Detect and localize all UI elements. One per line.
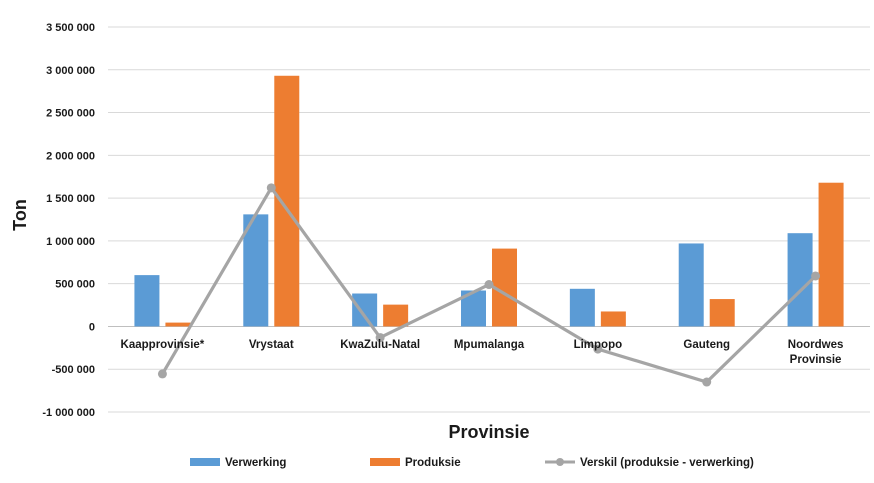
bar-produksie bbox=[383, 304, 409, 327]
bar-verwerking bbox=[678, 243, 704, 327]
y-tick-label: -1 000 000 bbox=[42, 407, 95, 419]
bar-produksie bbox=[818, 182, 844, 327]
y-tick-label: 0 bbox=[89, 321, 95, 333]
legend-swatch bbox=[190, 458, 220, 466]
y-tick-label: 2 500 000 bbox=[46, 108, 95, 120]
legend-swatch bbox=[370, 458, 400, 466]
bar-verwerking bbox=[352, 293, 378, 327]
gridlines bbox=[108, 26, 870, 413]
y-tick-label: 500 000 bbox=[55, 279, 95, 291]
x-tick-label: Limpopo bbox=[574, 339, 623, 351]
legend: Verwerking Produksie Verskil (produksie - … bbox=[190, 457, 754, 469]
x-tick-label: KwaZulu-Natal bbox=[340, 339, 420, 351]
bar-produksie bbox=[165, 322, 191, 327]
bar-produksie bbox=[709, 299, 735, 327]
bar-verwerking bbox=[134, 275, 160, 327]
x-tick-label: Noordwes bbox=[788, 339, 844, 351]
legend-swatch-marker bbox=[556, 458, 564, 466]
bar-verwerking bbox=[787, 233, 813, 327]
difference-point bbox=[157, 369, 167, 379]
y-axis-ticks: 3 500 000 3 000 000 2 500 000 2 000 000 1 50… bbox=[42, 22, 95, 419]
difference-line bbox=[157, 183, 821, 387]
x-tick-label: Gauteng bbox=[683, 339, 730, 351]
y-tick-label: 2 000 000 bbox=[46, 150, 95, 162]
bar-verwerking bbox=[243, 214, 269, 327]
difference-point bbox=[375, 333, 385, 343]
difference-point bbox=[811, 271, 821, 281]
y-tick-label: 1 000 000 bbox=[46, 236, 95, 248]
legend-label: Produksie bbox=[405, 457, 461, 469]
y-tick-label: -500 000 bbox=[52, 364, 95, 376]
bars bbox=[134, 75, 844, 327]
bar-verwerking bbox=[569, 288, 595, 327]
x-axis-title: Provinsie bbox=[448, 422, 529, 442]
legend-label: Verwerking bbox=[225, 457, 286, 469]
x-tick-label: Provinsie bbox=[790, 354, 842, 366]
x-tick-label: Vrystaat bbox=[249, 339, 294, 351]
x-tick-label: Mpumalanga bbox=[454, 339, 525, 351]
legend-label: Verskil (produksie - verwerking) bbox=[580, 457, 754, 469]
difference-point bbox=[484, 280, 494, 290]
y-tick-label: 3 000 000 bbox=[46, 65, 95, 77]
bar-produksie bbox=[600, 311, 626, 327]
difference-point bbox=[702, 377, 712, 387]
difference-point bbox=[266, 183, 276, 193]
bar-produksie bbox=[274, 75, 300, 327]
difference-point bbox=[593, 344, 603, 354]
y-tick-label: 3 500 000 bbox=[46, 22, 95, 34]
y-axis-title: Ton bbox=[10, 199, 30, 231]
y-tick-label: 1 500 000 bbox=[46, 193, 95, 205]
x-axis-ticks: Kaapprovinsie* Vrystaat KwaZulu-Natal Mpuma… bbox=[121, 339, 844, 366]
x-tick-label: Kaapprovinsie* bbox=[121, 339, 205, 351]
